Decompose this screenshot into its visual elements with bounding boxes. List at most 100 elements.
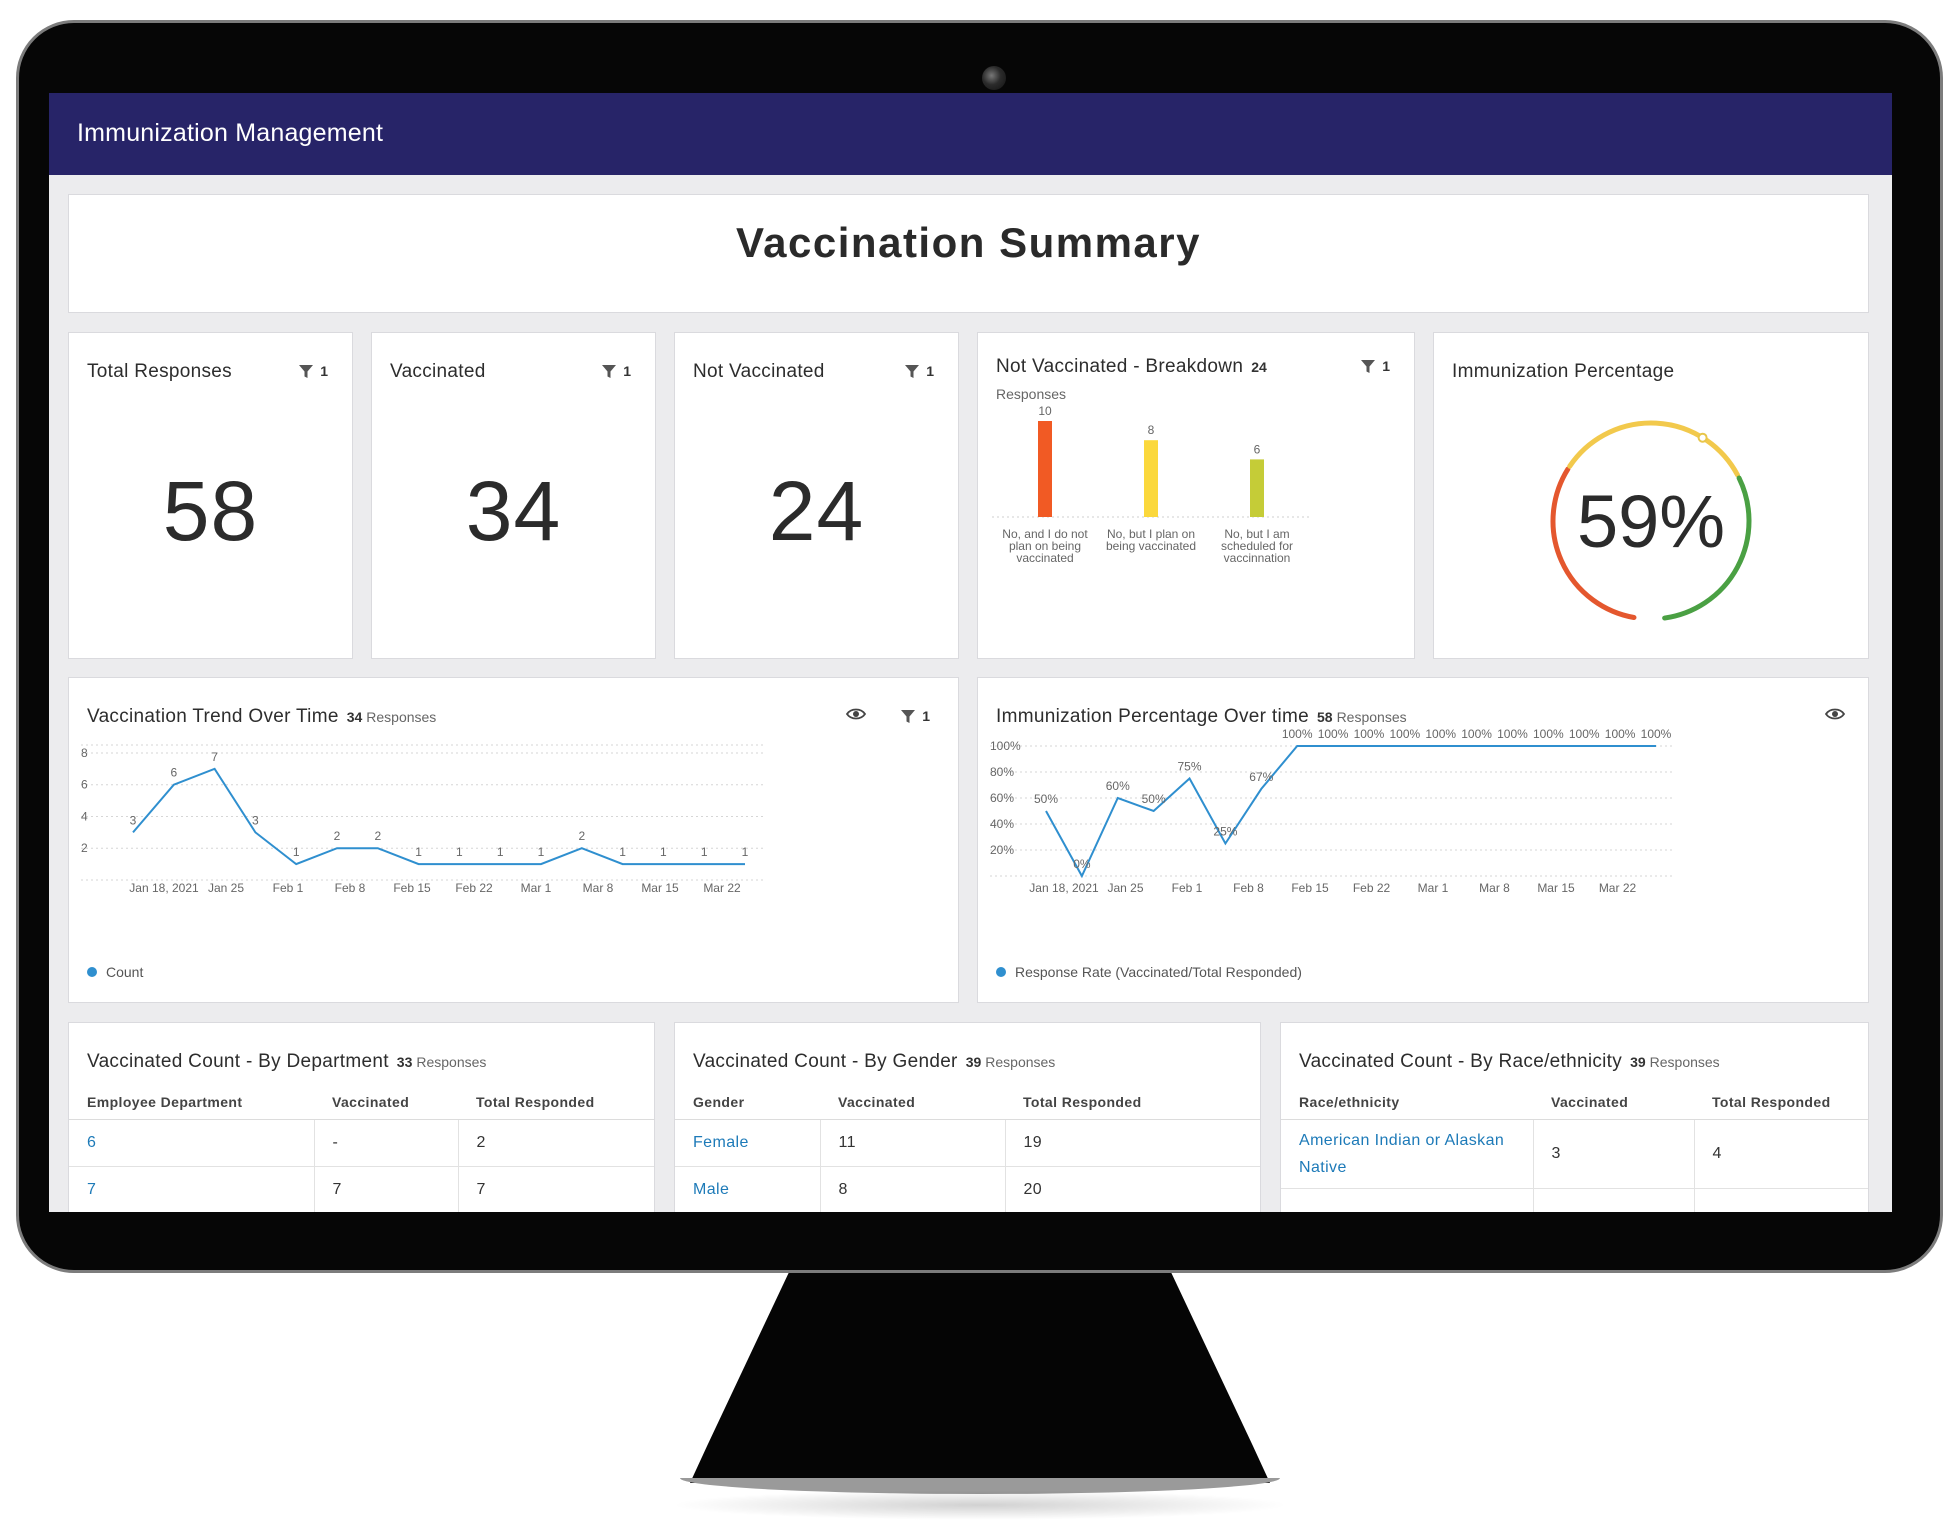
data-label: 1 — [742, 845, 749, 859]
column-header[interactable]: Total Responded — [1694, 1085, 1868, 1120]
summary-title-card: Vaccination Summary — [68, 194, 1869, 313]
app-header: Immunization Management — [49, 93, 1892, 175]
gender-count: 39 — [965, 1054, 982, 1070]
data-label: 100% — [1318, 727, 1349, 741]
data-label: 2 — [374, 829, 381, 843]
x-tick-label: Mar 15 — [641, 881, 679, 895]
data-label: 1 — [415, 845, 422, 859]
x-tick-label: Mar 22 — [703, 881, 741, 895]
x-tick-label: Mar 15 — [1537, 881, 1575, 895]
column-header[interactable]: Vaccinated — [820, 1085, 1005, 1120]
imm-time-card: Immunization Percentage Over time 58 Respo… — [977, 677, 1869, 1003]
x-tick-label: Jan 25 — [1107, 881, 1143, 895]
x-tick-label: Feb 1 — [273, 881, 304, 895]
table-cell: 20 — [1005, 1166, 1260, 1212]
column-header[interactable]: Vaccinated — [314, 1085, 458, 1120]
table-header-row: Race/ethnicity Vaccinated Total Responde… — [1281, 1085, 1868, 1120]
race-table-card: Vaccinated Count - By Race/ethnicity 39 Re… — [1280, 1022, 1869, 1212]
imm-time-title: Immunization Percentage Over time 58 Respo… — [996, 706, 1407, 728]
table-row — [1281, 1188, 1868, 1212]
x-tick-label: No, but I am — [1224, 527, 1289, 541]
filter-count: 1 — [1382, 358, 1390, 374]
y-tick-label: 60% — [990, 791, 1014, 805]
filter-button[interactable]: 1 — [900, 708, 930, 724]
gauge-marker — [1697, 432, 1708, 443]
gender-link[interactable]: Male — [675, 1166, 821, 1212]
y-tick-label: 8 — [81, 746, 88, 760]
eye-icon[interactable] — [1825, 706, 1845, 722]
table-cell — [1694, 1188, 1868, 1212]
data-label: 1 — [660, 845, 667, 859]
eye-icon[interactable] — [846, 706, 866, 722]
filter-button[interactable]: 1 — [601, 363, 631, 379]
gauge-arc-high — [1662, 475, 1752, 621]
table-cell: 7 — [314, 1166, 459, 1212]
x-tick-label: Mar 1 — [521, 881, 552, 895]
breakdown-title-text: Not Vaccinated - Breakdown — [996, 356, 1244, 377]
filter-icon — [602, 364, 617, 378]
data-label: 50% — [1034, 792, 1058, 806]
column-header[interactable]: Race/ethnicity — [1281, 1085, 1533, 1120]
trend-line-chart: 2 4 6 8 Jan 18, 2021 Jan 25 Feb 1 Feb 8 Feb 15 Fe… — [81, 744, 763, 895]
filter-icon — [905, 364, 920, 378]
x-tick-label: No, and I do not — [1002, 527, 1088, 541]
filter-button[interactable]: 1 — [1360, 358, 1390, 374]
kpi-not-vaccinated-label: Not Vaccinated — [693, 361, 825, 382]
table-cell: 8 — [820, 1166, 1006, 1212]
column-header[interactable]: Employee Department — [69, 1085, 314, 1120]
filter-button[interactable]: 1 — [298, 363, 328, 379]
series-line — [132, 767, 745, 866]
legend-label: Response Rate (Vaccinated/Total Responde… — [1015, 964, 1302, 980]
breakdown-title: Not Vaccinated - Breakdown 24 — [996, 356, 1271, 378]
x-tick-label: Feb 15 — [1291, 881, 1329, 895]
data-label: 100% — [1354, 727, 1385, 741]
filter-icon — [1361, 359, 1376, 373]
x-tick-label: vaccinnation — [1224, 551, 1291, 565]
chart-legend: Response Rate (Vaccinated/Total Responde… — [996, 964, 1302, 980]
gauge-title: Immunization Percentage — [1452, 361, 1675, 382]
column-header[interactable]: Gender — [675, 1085, 820, 1120]
filter-button[interactable]: 1 — [904, 363, 934, 379]
table-row: Female 11 19 — [675, 1119, 1260, 1167]
dept-title-text: Vaccinated Count - By Department — [87, 1051, 389, 1072]
chart-bar — [1038, 421, 1052, 517]
data-label: 2 — [578, 829, 585, 843]
department-link[interactable]: 6 — [69, 1119, 315, 1167]
race-link[interactable]: American Indian or Alaskan Native — [1281, 1119, 1534, 1189]
column-header[interactable]: Vaccinated — [1533, 1085, 1694, 1120]
y-tick-label: 20% — [990, 843, 1014, 857]
race-title: Vaccinated Count - By Race/ethnicity 39 Re… — [1299, 1051, 1720, 1073]
imm-time-title-text: Immunization Percentage Over time — [996, 706, 1309, 727]
data-label: 1 — [497, 845, 504, 859]
bar-value-label: 6 — [1254, 442, 1261, 456]
data-label: 1 — [456, 845, 463, 859]
column-header[interactable]: Total Responded — [458, 1085, 654, 1120]
table-cell: 3 — [1533, 1119, 1695, 1189]
data-label: 0% — [1073, 857, 1091, 871]
gender-responses-label: Responses — [985, 1054, 1056, 1070]
kpi-total-card: Total Responses 1 58 — [68, 332, 353, 659]
bar-value-label: 10 — [1038, 404, 1052, 418]
data-label: 3 — [130, 813, 137, 827]
filter-count: 1 — [623, 363, 631, 379]
filter-count: 1 — [320, 363, 328, 379]
chart-bar — [1144, 440, 1158, 517]
legend-label: Count — [106, 964, 144, 980]
gauge-card: Immunization Percentage 59% — [1433, 332, 1869, 659]
legend-dot — [996, 967, 1006, 977]
gender-title: Vaccinated Count - By Gender 39 Responses — [693, 1051, 1055, 1073]
data-label: 100% — [1605, 727, 1636, 741]
gauge-value: 59% — [1577, 480, 1725, 563]
dept-table-card: Vaccinated Count - By Department 33 Respon… — [68, 1022, 655, 1212]
x-tick-label: No, but I plan on — [1107, 527, 1195, 541]
department-link[interactable]: 7 — [69, 1166, 315, 1212]
race-count: 39 — [1630, 1054, 1646, 1070]
x-tick-label: Feb 15 — [393, 881, 431, 895]
data-label: 1 — [538, 845, 545, 859]
table-cell: 11 — [820, 1119, 1006, 1167]
table-row: 6 - 2 — [69, 1119, 654, 1167]
data-label: 100% — [1425, 727, 1456, 741]
kpi-total-value: 58 — [162, 464, 259, 558]
gender-link[interactable]: Female — [675, 1119, 821, 1167]
column-header[interactable]: Total Responded — [1005, 1085, 1260, 1120]
